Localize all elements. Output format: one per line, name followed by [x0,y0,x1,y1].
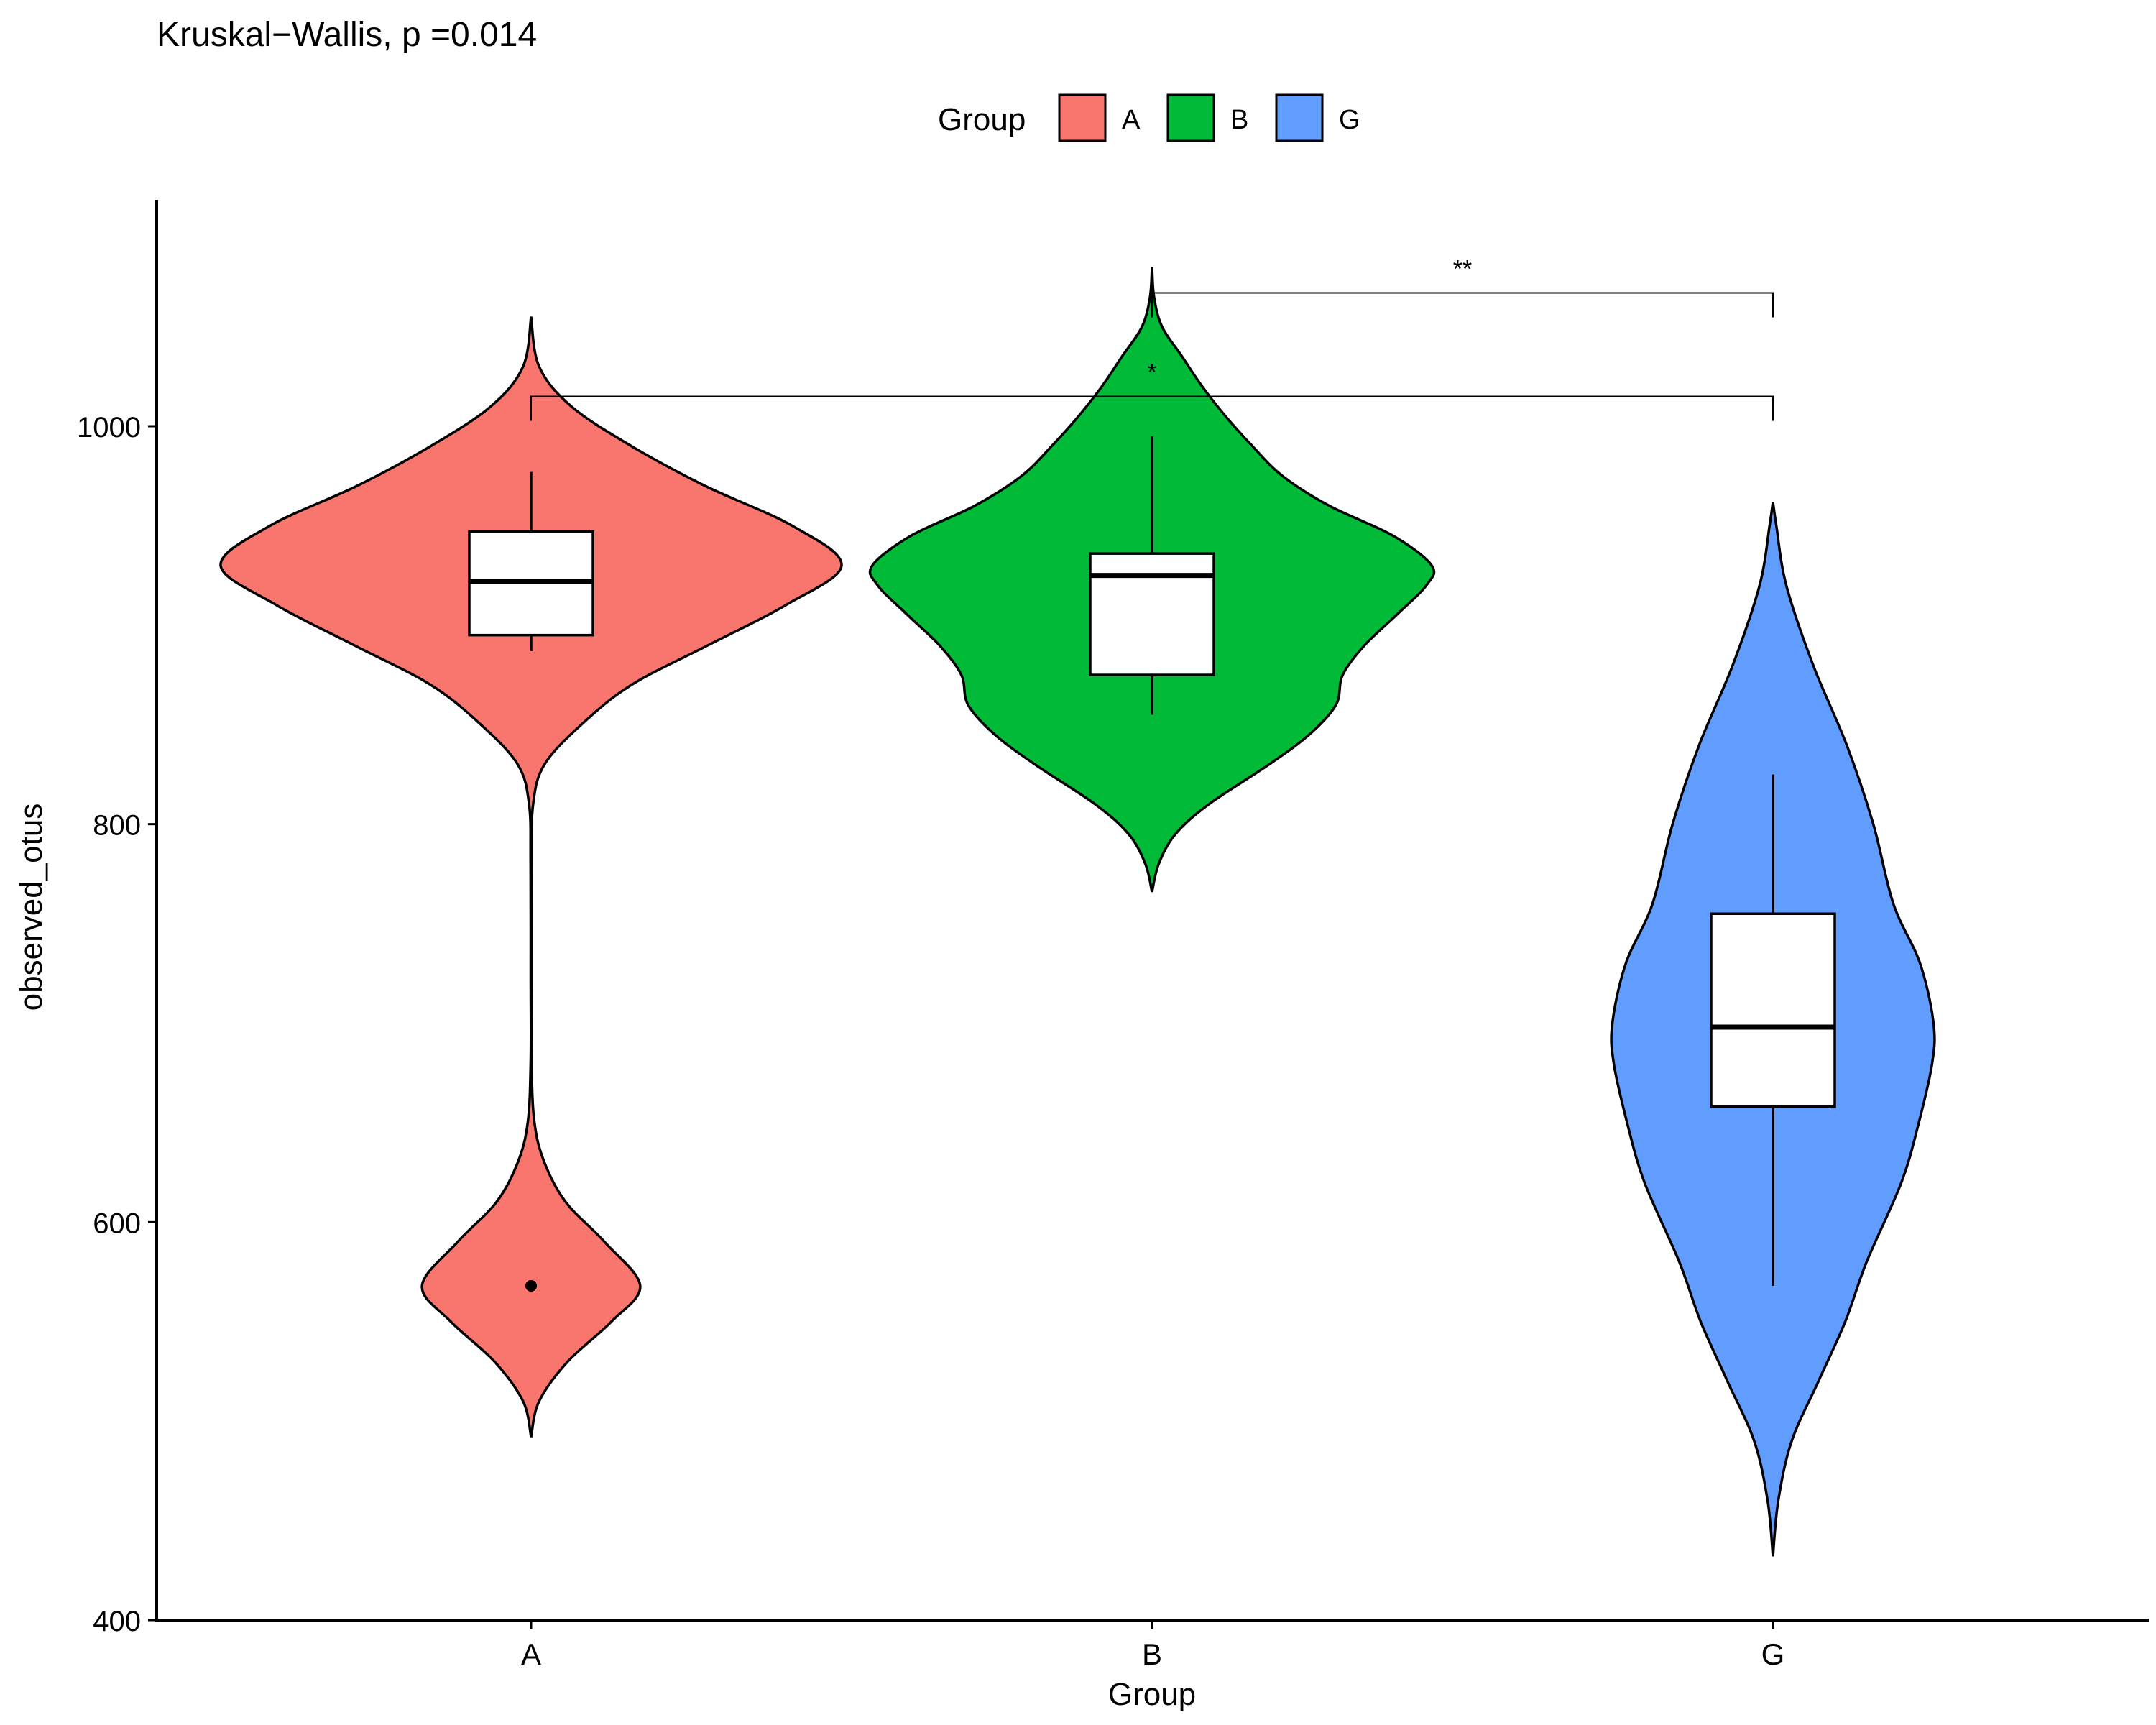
legend-key-b [1166,93,1215,142]
x-tick-label: B [1142,1637,1162,1671]
legend-key-a [1058,93,1107,142]
x-tick-label: G [1761,1637,1785,1671]
y-tick-label: 800 [93,810,141,842]
y-tick-label: 400 [93,1606,141,1637]
box-g [1710,912,1836,1108]
y-axis-label: observed_otus [14,804,49,1011]
box-b [1089,552,1215,676]
outlier-point-a [525,1279,537,1292]
significance-label: ** [1453,256,1472,283]
legend-label-g: G [1339,105,1360,135]
y-tick-label: 1000 [77,412,141,443]
axes: 400 600 800 1000 A B G [77,200,2149,1671]
legend: Group A B G [938,93,1360,142]
significance-label: * [1147,359,1156,386]
legend-title: Group [938,102,1026,137]
legend-label-a: A [1122,105,1141,135]
violin-a [219,316,843,1438]
significance-bracket [530,395,1774,421]
x-axis-label: Group [1108,1677,1196,1712]
chart-title: Kruskal−Wallis, p =0.014 [157,16,537,54]
legend-key-g [1275,93,1324,142]
y-tick-label: 600 [93,1208,141,1239]
x-tick-label: A [521,1637,541,1671]
significance-bracket [1151,292,1774,318]
legend-label-b: B [1230,105,1248,135]
plot-area: *** [219,256,1936,1557]
